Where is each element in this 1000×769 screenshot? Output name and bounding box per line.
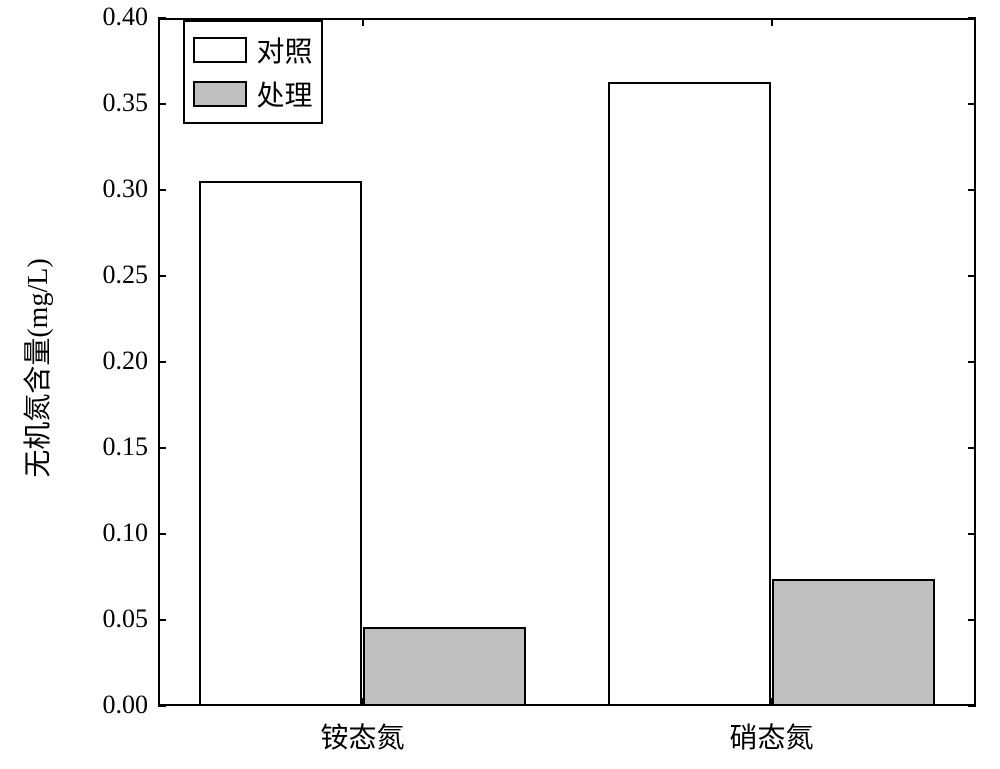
bar (363, 627, 527, 706)
bar (772, 579, 936, 706)
x-category-label: 硝态氮 (672, 716, 872, 756)
y-tick (158, 275, 166, 277)
chart-container: 0.00 0.05 0.10 0.15 0.20 0.25 0.30 0.35 0.40 铵态氮 硝… (0, 0, 1000, 769)
y-tick (158, 103, 166, 105)
legend-swatch (193, 37, 247, 63)
y-tick-label: 0.30 (78, 174, 148, 204)
legend: 对照处理 (183, 20, 323, 124)
y-tick (968, 275, 976, 277)
y-tick-label: 0.05 (78, 604, 148, 634)
legend-swatch (193, 81, 247, 107)
legend-item: 处理 (193, 74, 313, 114)
bar (199, 181, 363, 706)
y-tick (968, 189, 976, 191)
y-tick (158, 17, 166, 19)
y-tick (968, 619, 976, 621)
legend-label: 处理 (257, 74, 313, 114)
x-tick (362, 18, 364, 26)
y-axis-label: 无机氮含量(mg/L) (16, 24, 56, 712)
y-tick-label: 0.20 (78, 346, 148, 376)
y-tick (158, 705, 166, 707)
y-tick (158, 619, 166, 621)
y-tick (968, 705, 976, 707)
x-category-label: 铵态氮 (263, 716, 463, 756)
y-tick (968, 17, 976, 19)
y-tick (968, 361, 976, 363)
legend-label: 对照 (257, 30, 313, 70)
x-tick (771, 18, 773, 26)
y-tick-label: 0.10 (78, 518, 148, 548)
y-tick-label: 0.00 (78, 690, 148, 720)
y-tick (158, 361, 166, 363)
y-tick-label: 0.15 (78, 432, 148, 462)
y-tick-label: 0.40 (78, 2, 148, 32)
y-tick (158, 533, 166, 535)
bar (608, 82, 772, 706)
y-tick-label: 0.25 (78, 260, 148, 290)
y-tick-label: 0.35 (78, 88, 148, 118)
y-tick (968, 103, 976, 105)
y-tick (968, 533, 976, 535)
y-tick (158, 189, 166, 191)
y-tick (158, 447, 166, 449)
legend-item: 对照 (193, 30, 313, 70)
y-tick (968, 447, 976, 449)
